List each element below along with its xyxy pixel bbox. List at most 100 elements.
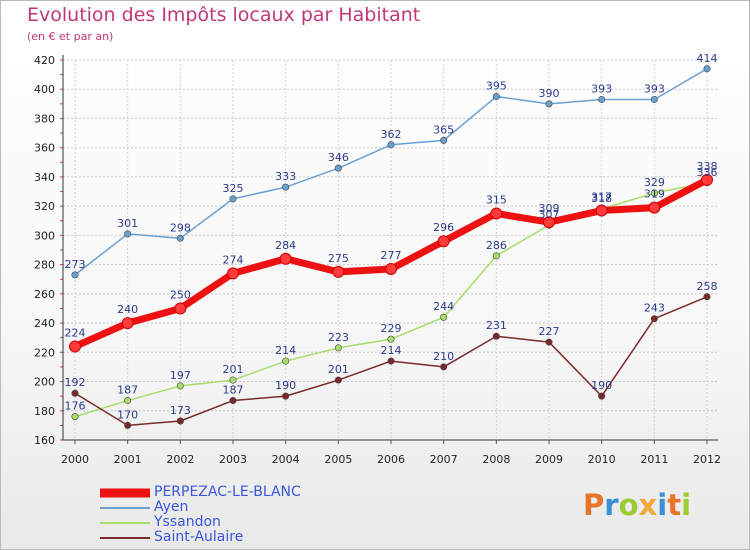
data-point: [176, 382, 184, 390]
data-point: [279, 252, 292, 265]
data-label: 187: [117, 384, 138, 397]
x-tick-label: 2007: [430, 453, 458, 466]
data-point: [121, 317, 134, 330]
data-point: [282, 392, 290, 400]
data-label: 309: [539, 202, 560, 215]
logo-letter: i: [681, 488, 692, 522]
logo-letter: t: [667, 488, 682, 522]
x-tick-label: 2012: [693, 453, 721, 466]
legend-label: Yssandon: [154, 514, 221, 530]
data-label: 214: [275, 344, 296, 357]
data-label: 307: [539, 208, 560, 221]
y-tick-label: 420: [34, 54, 55, 67]
data-point: [595, 204, 608, 217]
data-point: [701, 173, 713, 186]
data-point: [703, 293, 711, 301]
data-label: 390: [539, 87, 560, 100]
data-label: 223: [328, 331, 349, 344]
data-point: [543, 216, 555, 229]
data-label: 240: [117, 303, 138, 316]
data-point: [229, 397, 237, 405]
data-point: [229, 195, 237, 203]
data-point: [387, 335, 395, 343]
data-label: 338: [697, 160, 718, 173]
data-point: [176, 417, 184, 425]
data-point: [492, 332, 500, 340]
data-point: [598, 392, 606, 400]
data-label: 197: [170, 369, 191, 382]
y-tick-label: 300: [34, 229, 55, 242]
data-point: [598, 95, 606, 103]
y-tick-label: 180: [34, 405, 55, 418]
data-label: 190: [275, 379, 296, 392]
data-label: 227: [539, 325, 560, 338]
data-point: [174, 302, 187, 315]
data-label: 393: [591, 82, 612, 95]
data-point: [69, 340, 81, 353]
data-point: [124, 230, 132, 238]
data-point: [703, 65, 711, 73]
grid: [63, 59, 718, 440]
logo-letter: r: [604, 488, 619, 522]
data-label: 286: [486, 239, 507, 252]
y-tick-label: 280: [34, 259, 55, 272]
data-label: 362: [381, 128, 402, 141]
data-point: [334, 376, 342, 384]
y-tick-label: 160: [34, 434, 55, 447]
data-point: [282, 357, 290, 365]
data-point: [229, 376, 237, 384]
legend-swatch: [100, 536, 150, 539]
y-tick-label: 220: [34, 346, 55, 359]
legend-label: PERPEZAC-LE-BLANC: [154, 484, 301, 500]
logo-letter: o: [618, 488, 639, 522]
y-tick-label: 260: [34, 288, 55, 301]
x-tick-label: 2009: [535, 453, 563, 466]
data-point: [545, 100, 553, 108]
data-label: 317: [591, 191, 612, 204]
data-label: 365: [433, 123, 454, 136]
logo-letter: i: [657, 488, 668, 522]
data-point: [334, 344, 342, 352]
data-label: 301: [117, 217, 138, 230]
data-point: [176, 234, 184, 242]
data-label: 201: [223, 363, 244, 376]
data-point: [650, 95, 658, 103]
y-tick-label: 200: [34, 376, 55, 389]
data-label: 277: [381, 249, 402, 262]
data-label: 201: [328, 363, 349, 376]
data-label: 170: [117, 408, 138, 421]
chart-title: Evolution des Impôts locaux par Habitant: [27, 4, 421, 26]
legend-swatch: [100, 506, 150, 509]
data-label: 273: [65, 258, 86, 271]
data-label: 250: [170, 288, 191, 301]
data-label: 190: [591, 379, 612, 392]
data-label: 284: [275, 239, 296, 252]
x-tick-label: 2004: [272, 453, 300, 466]
logo-letter: x: [638, 488, 658, 522]
data-label: 229: [381, 322, 402, 335]
x-tick-label: 2011: [640, 453, 668, 466]
legend-swatch: [100, 488, 150, 497]
axes: 160 180 200 220 240 260 280 300 320 340 360 380 400 4…: [34, 54, 721, 466]
y-tick-label: 380: [34, 112, 55, 125]
data-point: [124, 421, 132, 429]
y-tick-label: 320: [34, 200, 55, 213]
legend-label: Ayen: [154, 499, 189, 515]
data-label: 192: [65, 376, 86, 389]
data-point: [385, 263, 397, 275]
data-point: [387, 141, 395, 149]
series-group: [69, 65, 713, 429]
data-point: [650, 189, 658, 197]
data-point: [492, 93, 500, 101]
x-tick-label: 2005: [324, 453, 352, 466]
data-label: 319: [644, 188, 665, 201]
data-point: [650, 315, 658, 323]
data-label: 414: [697, 52, 718, 65]
data-point: [490, 207, 503, 220]
data-label: 258: [697, 280, 718, 293]
data-point: [648, 201, 661, 214]
data-point: [440, 313, 448, 321]
data-point: [227, 267, 239, 280]
y-tick-label: 240: [34, 317, 55, 330]
